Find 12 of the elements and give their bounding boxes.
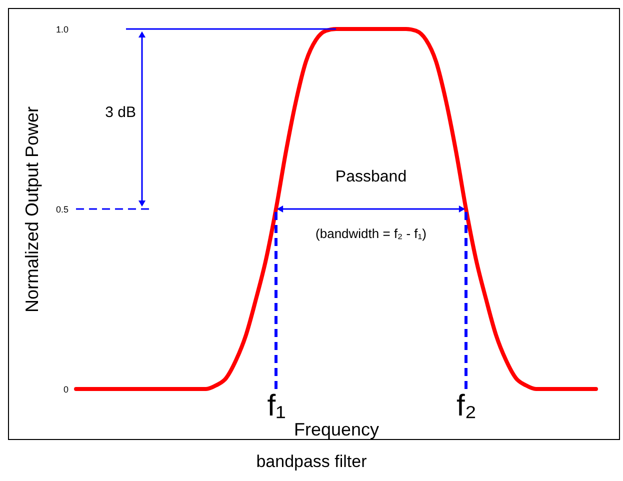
y-tick-label: 0 (63, 384, 68, 394)
annotation: 3 dB (105, 104, 136, 121)
x-tick-label: f₁ (267, 390, 286, 422)
y-axis-title: Normalized Output Power (22, 106, 42, 313)
x-axis-title: Frequency (294, 420, 380, 440)
y-tick-label: 1.0 (56, 24, 68, 34)
annotation: (bandwidth = f₂ - f₁) (316, 226, 426, 242)
annotation: Passband (335, 168, 407, 186)
line-series (74, 27, 598, 391)
y-tick-label: 0.5 (56, 204, 68, 214)
text: bandpass filter (255, 452, 368, 472)
x-tick-label: f₂ (456, 390, 476, 422)
